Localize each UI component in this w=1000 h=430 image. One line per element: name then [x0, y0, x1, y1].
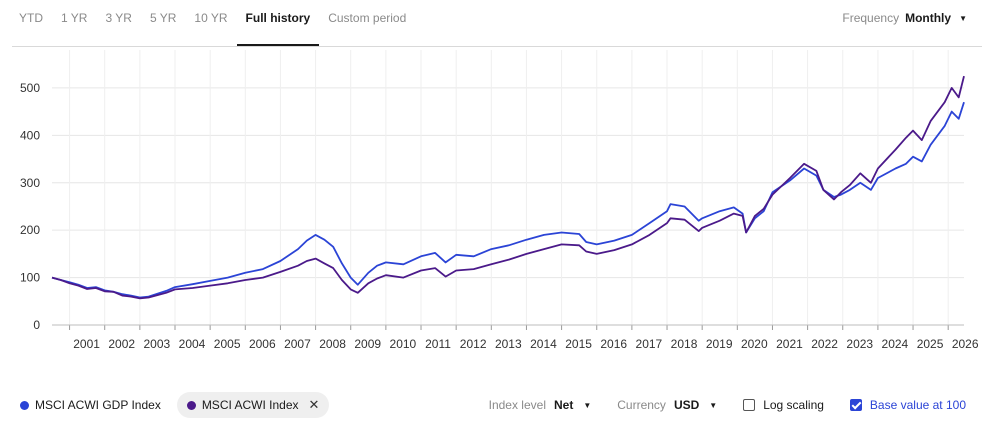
x-tick-label: 2006 — [249, 337, 276, 351]
x-tick-label: 2011 — [425, 337, 451, 351]
currency-selector[interactable]: Currency USD ▼ — [617, 398, 717, 412]
x-tick-label: 2010 — [390, 337, 417, 351]
chevron-down-icon[interactable]: ▼ — [959, 13, 967, 23]
currency-value[interactable]: USD — [673, 398, 700, 412]
x-tick-label: 2016 — [600, 337, 627, 351]
base-value-label: Base value at 100 — [869, 398, 966, 412]
x-tick-label: 2017 — [636, 337, 663, 351]
x-tick-label: 2014 — [530, 337, 557, 351]
y-tick-label: 500 — [20, 81, 40, 95]
x-tick-label: 2008 — [319, 337, 346, 351]
y-tick-label: 100 — [20, 271, 40, 285]
log-scaling-label: Log scaling — [763, 398, 824, 412]
series-color-dot-icon — [20, 400, 29, 410]
tab-5-yr[interactable]: 5 YR — [149, 11, 177, 25]
x-tick-label: 2022 — [811, 337, 838, 351]
series-line-msci-acwi-index — [51, 75, 965, 300]
chevron-down-icon[interactable]: ▼ — [709, 400, 718, 410]
tabs-divider — [12, 46, 982, 47]
x-tick-label: 2002 — [108, 337, 135, 351]
x-tick-label: 2023 — [846, 337, 873, 351]
tab-3-yr[interactable]: 3 YR — [105, 11, 132, 25]
y-tick-label: 300 — [20, 176, 40, 190]
legend-label: MSCI ACWI GDP Index — [35, 398, 161, 412]
frequency-label: Frequency — [842, 11, 900, 25]
currency-label: Currency — [617, 398, 666, 412]
tab-custom-period[interactable]: Custom period — [328, 11, 407, 25]
tab-10-yr[interactable]: 10 YR — [194, 11, 228, 25]
series-color-dot-icon — [186, 400, 196, 410]
legend-label: MSCI ACWI Index — [201, 398, 299, 412]
x-tick-label: 2009 — [354, 337, 381, 351]
period-tabs: YTD 1 YR 3 YR 5 YR 10 YR Full history Custom p… — [10, 0, 415, 46]
x-tick-label: 2026 — [952, 337, 979, 351]
index-level-selector[interactable]: Index level Net ▼ — [489, 398, 592, 412]
y-tick-label: 400 — [20, 128, 40, 142]
close-icon[interactable]: ✕ — [308, 397, 320, 412]
checkbox-icon[interactable] — [743, 399, 756, 411]
x-tick-label: 2007 — [284, 337, 311, 351]
frequency-value[interactable]: Monthly — [905, 11, 952, 25]
x-tick-label: 2012 — [460, 337, 487, 351]
legend-item-acwi[interactable]: MSCI ACWI Index ✕ — [176, 392, 330, 418]
x-tick-label: 2025 — [917, 337, 944, 351]
x-tick-label: 2018 — [671, 337, 698, 351]
checkbox-checked-icon[interactable] — [849, 399, 862, 411]
x-tick-label: 2024 — [882, 337, 909, 351]
x-tick-label: 2003 — [144, 337, 171, 351]
frequency-selector[interactable]: Frequency Monthly ▼ — [842, 11, 967, 25]
index-level-value[interactable]: Net — [553, 398, 574, 412]
log-scaling-toggle[interactable]: Log scaling — [743, 398, 824, 412]
x-tick-label: 2005 — [214, 337, 241, 351]
line-chart: 0 100 200 300 400 500 2001 2002 2003 2004 2005 2006… — [20, 50, 979, 351]
tab-1-yr[interactable]: 1 YR — [61, 11, 88, 25]
index-level-label: Index level — [488, 398, 546, 412]
legend-item-gdp[interactable]: MSCI ACWI GDP Index — [10, 393, 171, 417]
tab-full-history[interactable]: Full history — [236, 0, 320, 46]
x-tick-label: 2015 — [565, 337, 592, 351]
series-line-msci-acwi-gdp-index — [51, 101, 965, 299]
legend: MSCI ACWI GDP Index MSCI ACWI Index ✕ — [10, 392, 330, 418]
x-tick-label: 2020 — [741, 337, 768, 351]
tab-ytd[interactable]: YTD — [19, 11, 43, 25]
base-value-toggle[interactable]: Base value at 100 — [849, 398, 966, 412]
x-tick-label: 2021 — [776, 337, 803, 351]
x-tick-label: 2019 — [706, 337, 733, 351]
y-tick-label: 0 — [33, 318, 40, 332]
chart-controls: Index level Net ▼ Currency USD ▼ Log sca… — [463, 398, 966, 412]
y-tick-label: 200 — [20, 223, 40, 237]
chevron-down-icon[interactable]: ▼ — [583, 400, 592, 410]
x-tick-label: 2013 — [495, 337, 522, 351]
x-tick-label: 2001 — [73, 337, 100, 351]
x-tick-label: 2004 — [179, 337, 206, 351]
